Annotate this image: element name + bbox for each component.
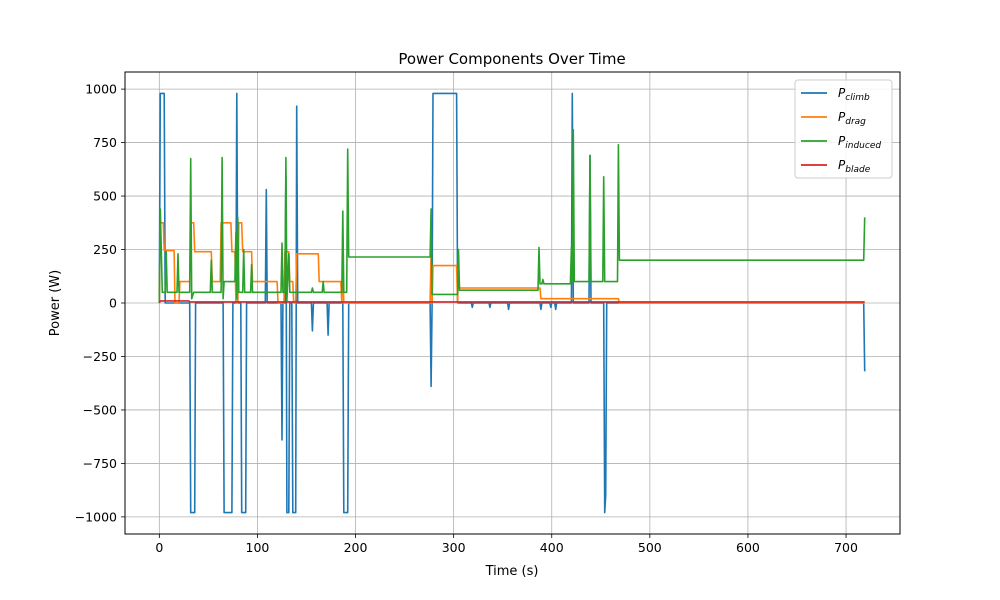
y-tick-label: 1000 [85,82,117,97]
y-tick-label: −1000 [75,509,117,524]
series-layer [158,92,866,514]
legend-label: Pblade [838,158,871,175]
x-axis-ticks: 0 100 200 300 400 500 600 700 [155,534,858,555]
legend-label: Pdrag [838,110,866,127]
x-tick-label: 500 [638,540,662,555]
y-axis-ticks: −1000 −750 −500 −250 0 250 500 750 1000 [75,82,125,524]
chart-title: Power Components Over Time [398,50,625,68]
y-axis-label: Power (W) [48,270,63,336]
y-tick-label: 0 [109,296,117,311]
x-tick-label: 600 [736,540,760,555]
y-tick-label: 500 [93,189,117,204]
x-tick-label: 300 [442,540,466,555]
series-line-p-climb [158,92,866,514]
y-tick-label: −250 [83,349,117,364]
x-axis-label: Time (s) [485,564,539,579]
legend: Pclimb Pdrag Pinduced Pblade [794,79,893,179]
y-tick-label: 750 [93,135,117,150]
legend-label: Pinduced [838,134,881,151]
series-line-p-blade [158,300,865,304]
legend-box [794,79,893,179]
y-tick-label: −750 [83,456,117,471]
x-tick-label: 0 [155,540,163,555]
y-tick-label: 250 [93,242,117,257]
x-tick-label: 200 [344,540,368,555]
x-tick-label: 700 [834,540,858,555]
x-tick-label: 100 [246,540,270,555]
y-tick-label: −500 [83,402,117,417]
x-tick-label: 400 [540,540,564,555]
legend-label: Pclimb [838,86,870,103]
series-line-p-induced [158,129,866,304]
